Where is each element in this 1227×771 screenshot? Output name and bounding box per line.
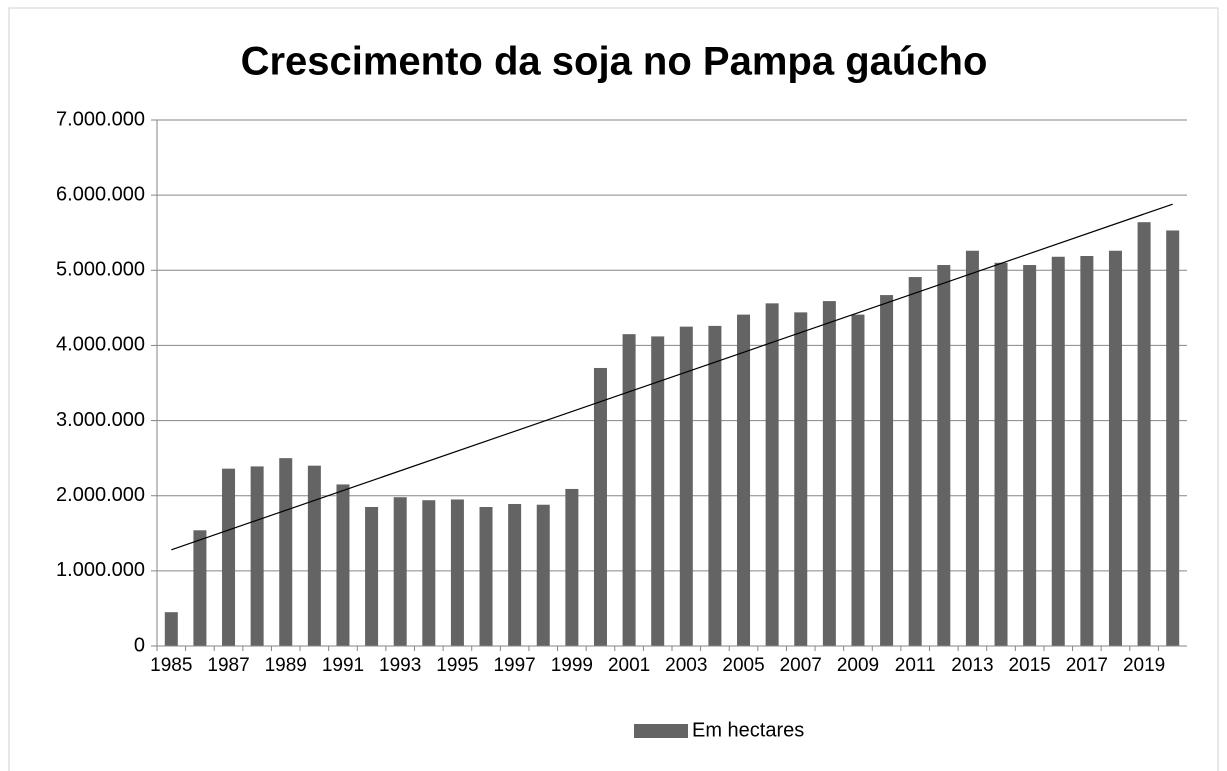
legend-label: Em hectares [692,719,804,741]
bar [508,503,522,646]
bar [565,488,579,646]
x-tick-label: 2003 [665,655,707,676]
bar [164,612,178,646]
y-tick-label: 7.000.000 [56,108,145,130]
bar [994,262,1008,646]
bar [851,314,865,646]
x-tick-label: 1997 [493,655,535,676]
bar [1108,250,1122,646]
bar [794,312,808,646]
x-tick-label: 1987 [207,655,249,676]
x-tick-label: 1993 [379,655,421,676]
bar [880,295,894,646]
bar [279,458,293,646]
bar [422,500,436,646]
bar [250,466,264,646]
bar [765,303,779,646]
bar [450,499,464,646]
x-tick-label: 2007 [780,655,822,676]
x-tick-label: 2017 [1066,655,1108,676]
y-tick-label: 6.000.000 [56,183,145,205]
bar [365,506,379,646]
x-tick-label: 2009 [837,655,879,676]
bar [1166,230,1180,646]
bar [393,497,407,646]
x-tick-label: 2019 [1123,655,1165,676]
bar [908,277,922,646]
x-tick-label: 1999 [551,655,593,676]
bar [937,265,951,646]
y-tick-label: 5.000.000 [56,259,145,281]
y-tick-label: 4.000.000 [56,334,145,356]
bar [593,367,607,646]
bar [737,314,751,646]
x-tick-label: 2013 [951,655,993,676]
bar [222,468,236,646]
x-tick-label: 2001 [608,655,650,676]
bar [307,465,321,646]
legend-swatch [634,724,688,738]
x-tick-label: 2005 [722,655,764,676]
bar [1137,222,1151,647]
bar [965,250,979,646]
y-tick-label: 3.000.000 [56,409,145,431]
bar [651,336,665,646]
chart-title: Crescimento da soja no Pampa gaúcho [241,40,988,84]
y-tick-label: 1.000.000 [56,559,145,581]
bar [1023,265,1037,646]
chart-frame [8,7,1219,771]
x-tick-label: 1989 [265,655,307,676]
y-tick-label: 0 [134,634,145,656]
bar [479,506,493,646]
trendline [171,203,1173,551]
bar [822,301,836,646]
x-tick-label: 1995 [436,655,478,676]
bar [536,504,550,646]
x-tick-label: 2011 [895,655,936,676]
x-tick-label: 2015 [1008,655,1050,676]
bar [708,325,722,646]
bar [336,484,350,646]
x-tick-label: 1985 [150,655,192,676]
bar [622,334,636,646]
y-tick-label: 2.000.000 [56,484,145,506]
bar [679,326,693,646]
bar [1080,256,1094,646]
x-tick-label: 1991 [322,655,364,676]
bar [1051,256,1065,646]
bar [193,530,207,646]
